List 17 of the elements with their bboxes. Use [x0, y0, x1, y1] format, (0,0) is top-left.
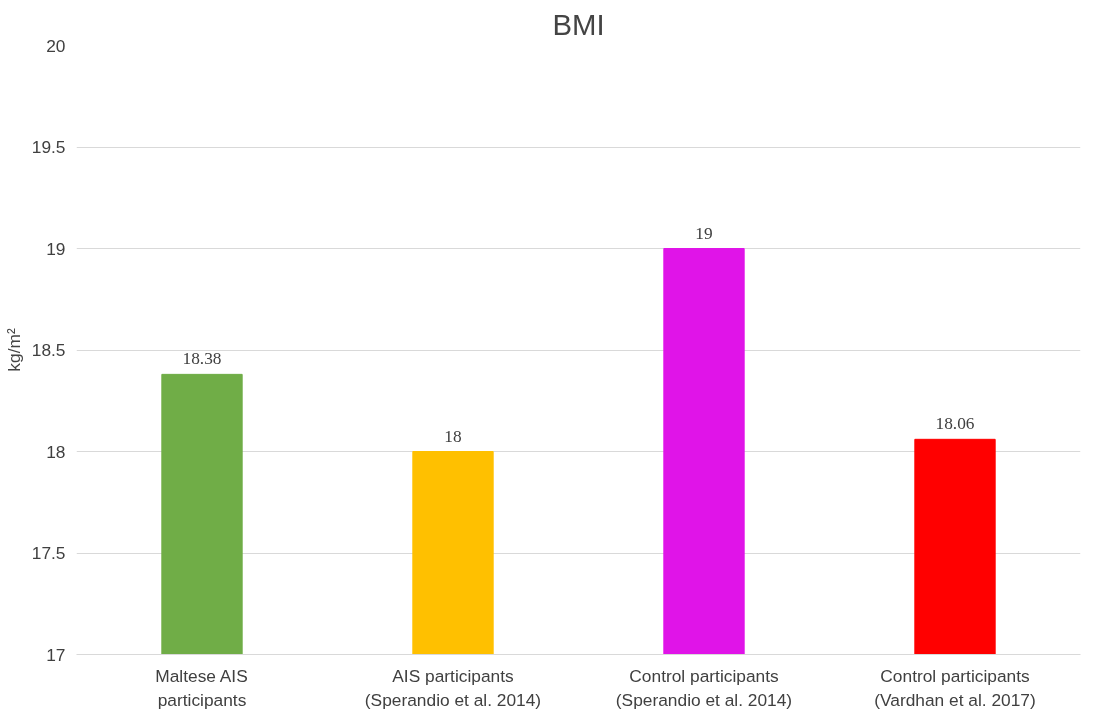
data-label: 18.38	[182, 349, 222, 369]
y-tick-label: 19.5	[31, 137, 66, 157]
x-tick-label: Control participants (Sperandio et al. 2014)	[615, 665, 793, 710]
data-label: 18	[444, 426, 462, 446]
x-tick-label: Maltese AIS participants	[155, 665, 248, 710]
y-tick-label: 18.5	[31, 340, 66, 360]
y-tick-label: 18	[46, 441, 66, 462]
x-tick-label: AIS participants (Sperandio et al. 2014)	[364, 665, 542, 710]
y-tick-label: 17.5	[31, 543, 66, 563]
x-tick-label: Control participants (Vardhan et al. 2017)	[874, 665, 1036, 710]
data-label: 18.06	[935, 414, 975, 434]
chart-title: BMI	[552, 7, 605, 41]
data-label: 19	[695, 223, 713, 243]
y-tick-label: 19	[46, 238, 66, 259]
y-tick-label: 20	[46, 35, 66, 56]
y-axis-title: kg/m²	[3, 328, 24, 372]
y-tick-label: 17	[46, 644, 66, 665]
